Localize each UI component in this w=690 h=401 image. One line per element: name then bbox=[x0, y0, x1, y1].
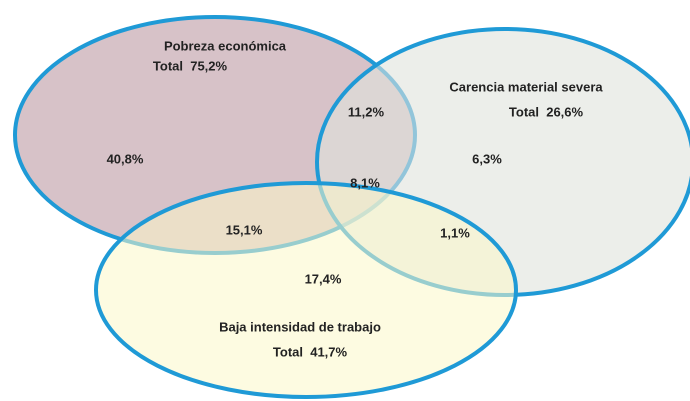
set-total: Total 41,7% bbox=[273, 344, 348, 359]
set-baja bbox=[94, 181, 518, 399]
set-total: Total 26,6% bbox=[509, 104, 584, 119]
set-label: Baja intensidad de trabajo bbox=[219, 319, 381, 334]
region-value: 11,2% bbox=[348, 104, 385, 119]
region-value: 17,4% bbox=[305, 271, 342, 286]
set-total: Total 75,2% bbox=[153, 58, 228, 73]
set-label: Carencia material severa bbox=[449, 79, 603, 94]
region-value: 15,1% bbox=[226, 222, 263, 237]
set-label: Pobreza económica bbox=[164, 38, 287, 53]
region-value: 40,8% bbox=[107, 151, 144, 166]
region-value: 8,1% bbox=[350, 175, 380, 190]
region-value: 1,1% bbox=[440, 225, 470, 240]
region-value: 6,3% bbox=[472, 151, 502, 166]
